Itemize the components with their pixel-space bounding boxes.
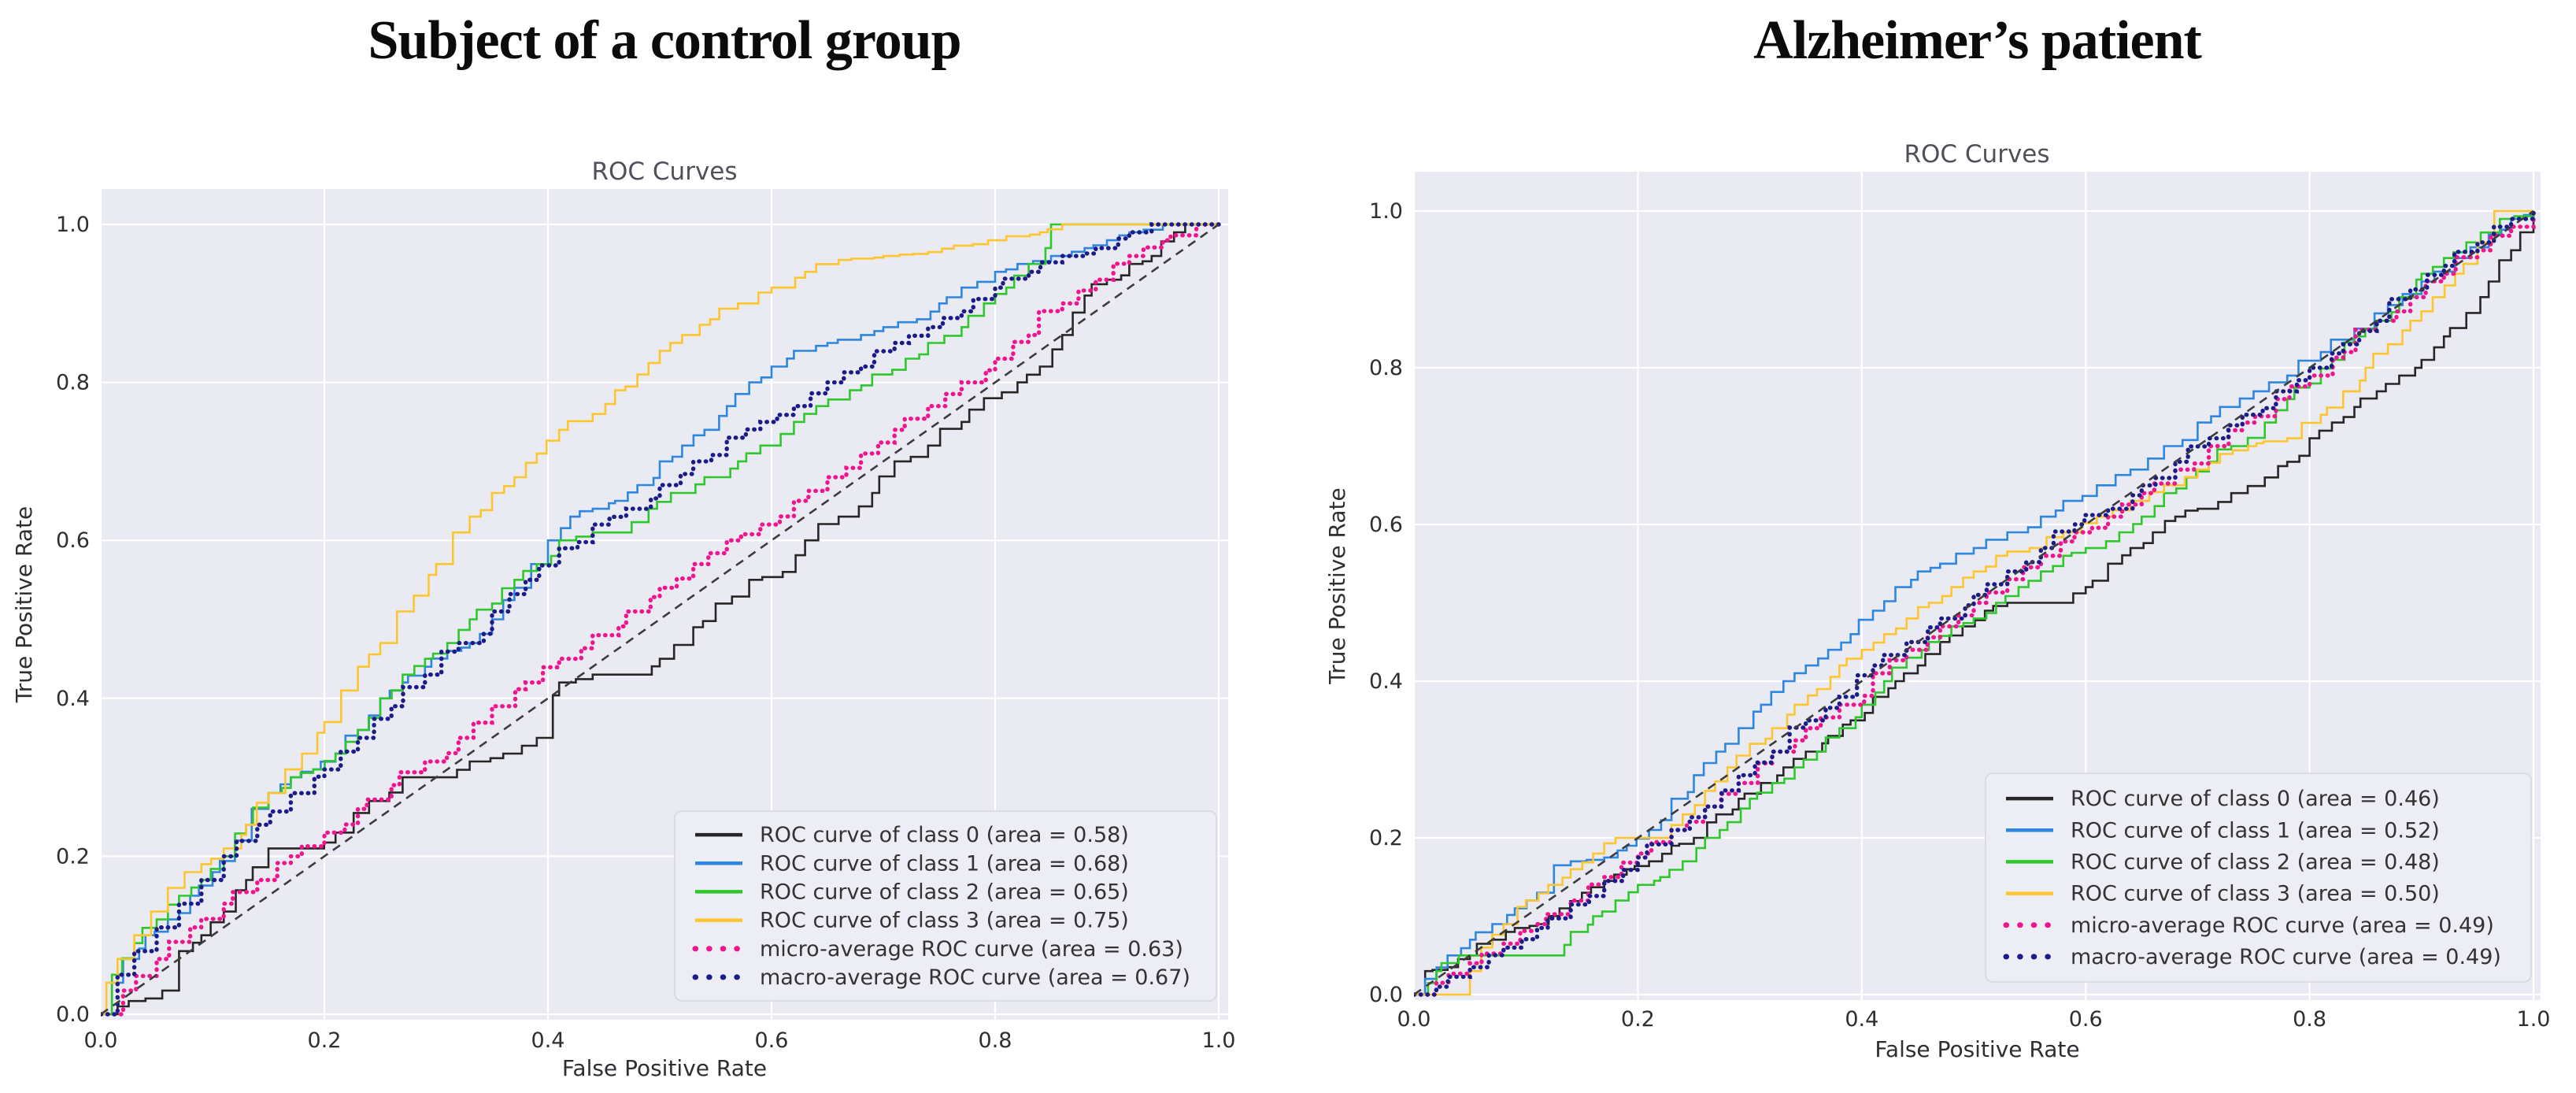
x-tick-label: 0.4 [1845, 1007, 1878, 1032]
y-axis-label: True Positive Rate [1324, 487, 1350, 684]
y-tick-label: 0.6 [56, 528, 90, 553]
legend-item-label: ROC curve of class 0 (area = 0.58) [760, 823, 1129, 847]
y-tick-label: 1.0 [1369, 199, 1403, 224]
series-roc-curve-of-class-2-area-0-65- [101, 223, 1219, 1016]
x-tick-label: 1.0 [2517, 1007, 2551, 1032]
series-roc-curve-of-class-1-area-0-52- [1414, 211, 2535, 996]
legend-item-label: ROC curve of class 0 (area = 0.46) [2071, 787, 2440, 811]
chart-title: ROC Curves [1904, 140, 2049, 169]
x-tick-label: 0.6 [755, 1028, 789, 1053]
series-roc-curve-of-class-0-area-0-58- [101, 223, 1219, 1016]
panel-heading-alzheimers-patient: Alzheimer’s patient [1753, 10, 2202, 71]
x-axis-label: False Positive Rate [1875, 1036, 2079, 1062]
series-roc-curve-of-class-1-area-0-68- [101, 223, 1219, 1016]
series-macro-average-roc-curve-area-0-67- [101, 222, 1221, 1017]
x-tick-label: 0.2 [308, 1028, 342, 1053]
x-tick-label: 1.0 [1202, 1028, 1236, 1053]
legend-box [674, 810, 1217, 1002]
y-tick-label: 0.2 [56, 844, 90, 869]
series-micro-average-roc-curve-area-0-63- [101, 222, 1221, 1017]
y-tick-label: 0.4 [1369, 669, 1403, 694]
legend-item-label: ROC curve of class 3 (area = 0.50) [2071, 882, 2440, 906]
series-roc-curve-of-class-0-area-0-46- [1414, 211, 2535, 996]
roc-chart-alzheimers-patient: 0.0 0.2 0.4 0.6 0.8 1.0 0.0 0.2 0.4 0.6 0.8 1.0 ROC … [1324, 140, 2551, 1062]
x-tick-label: 0.8 [979, 1028, 1012, 1053]
legend-item-label: ROC curve of class 2 (area = 0.65) [760, 880, 1129, 904]
x-axis-label: False Positive Rate [562, 1055, 767, 1081]
legend-item-label: macro-average ROC curve (area = 0.67) [760, 965, 1190, 990]
series-roc-curve-of-class-3-area-0-75- [101, 223, 1219, 1016]
series-roc-curve-of-class-2-area-0-48- [1414, 211, 2535, 996]
legend-item-label: micro-average ROC curve (area = 0.63) [760, 937, 1183, 961]
series-chance-diagonal [1414, 209, 2534, 996]
legend-item-label: ROC curve of class 3 (area = 0.75) [760, 909, 1129, 933]
series-chance-diagonal [101, 223, 1220, 1016]
y-tick-label: 0.8 [56, 371, 90, 395]
legend-item-label: ROC curve of class 2 (area = 0.48) [2071, 850, 2440, 874]
legend-box [1985, 773, 2532, 983]
legend-item-label: ROC curve of class 1 (area = 0.52) [2071, 818, 2440, 843]
legend-item-label: micro-average ROC curve (area = 0.49) [2071, 913, 2494, 938]
x-tick-label: 0.0 [1397, 1007, 1431, 1032]
y-tick-label: 0.0 [1369, 983, 1403, 1007]
y-tick-label: 0.2 [1369, 826, 1403, 850]
series-roc-curve-of-class-3-area-0-50- [1414, 209, 2533, 996]
y-tick-label: 0.8 [1369, 356, 1403, 380]
x-tick-label: 0.2 [1621, 1007, 1655, 1032]
y-tick-label: 0.6 [1369, 513, 1403, 537]
legend-item-label: macro-average ROC curve (area = 0.49) [2071, 945, 2501, 969]
roc-chart-control-group: 0.0 0.2 0.4 0.6 0.8 1.0 0.0 0.2 0.4 0.6 0.8 1.0 ROC … [11, 157, 1236, 1081]
x-tick-label: 0.0 [84, 1028, 118, 1053]
x-tick-label: 0.4 [531, 1028, 565, 1053]
y-tick-label: 0.4 [56, 687, 90, 711]
legend-item-label: ROC curve of class 1 (area = 0.68) [760, 851, 1129, 876]
x-tick-label: 0.8 [2293, 1007, 2326, 1032]
y-axis-label: True Positive Rate [11, 506, 37, 703]
panel-heading-control-group: Subject of a control group [368, 10, 961, 71]
y-tick-label: 1.0 [56, 213, 90, 237]
series-macro-average-roc-curve-area-0-49- [1414, 209, 2536, 997]
x-tick-label: 0.6 [2069, 1007, 2103, 1032]
y-tick-label: 0.0 [56, 1002, 90, 1027]
chart-title: ROC Curves [591, 157, 737, 186]
